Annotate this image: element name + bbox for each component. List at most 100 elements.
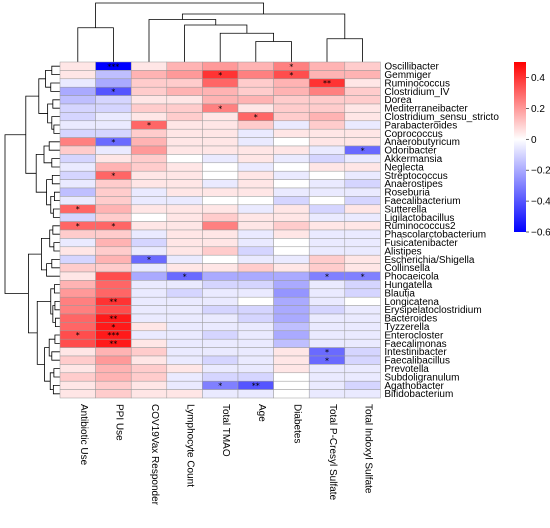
row-label: Longicatena: [384, 297, 439, 308]
row-label: Anaerostipes: [384, 179, 442, 190]
heatmap-cell: [130, 280, 168, 290]
heatmap-cell: [344, 86, 381, 96]
heatmap-cell: [59, 103, 96, 113]
heatmap-cell: [59, 95, 96, 105]
heatmap-cell: [166, 86, 203, 96]
heatmap-cell: [95, 364, 132, 374]
heatmap-cell: [95, 263, 132, 273]
heatmap-cell: [273, 154, 310, 164]
row-label: Faecalibacterium: [384, 196, 460, 207]
row-label: Blautia: [384, 288, 415, 299]
row-label: Collinsella: [384, 263, 430, 274]
column-labels: Antibiotic Use PPI Use COV19Vax Responder L…: [78, 404, 374, 506]
heatmap-cell: [130, 196, 168, 206]
heatmap-cell: [95, 187, 132, 197]
heatmap-cell: [308, 380, 346, 390]
heatmap-cell: [95, 288, 132, 298]
heatmap-cell: [130, 347, 168, 357]
heatmap-cell: [308, 330, 346, 340]
dendrogram-branch: [4, 134, 29, 294]
heatmap-cell: [202, 212, 239, 222]
heatmap-cell: [344, 170, 381, 180]
color-scale-tick-label: 0.2: [531, 104, 545, 115]
significance-marker: *: [147, 121, 151, 130]
heatmap-cell: [308, 389, 346, 399]
heatmap-cell: [59, 372, 96, 382]
color-scale-bar: [514, 62, 526, 232]
heatmap-cell: [166, 254, 203, 264]
dendrogram-branch: [51, 351, 60, 361]
heatmap-cell: [59, 179, 96, 189]
dendrogram-branch: [28, 253, 42, 334]
heatmap-cell: [308, 162, 346, 172]
heatmap-cell: [95, 254, 132, 264]
heatmap-cell: [59, 364, 96, 374]
significance-marker: *: [218, 104, 222, 113]
heatmap-cell: [273, 221, 310, 231]
color-scale-tick-label: −0.4: [531, 197, 550, 208]
heatmap-cell: [166, 238, 203, 248]
row-label: Neglecta: [384, 162, 424, 173]
heatmap-cell: [237, 204, 274, 214]
dendrogram-branch: [54, 301, 60, 311]
heatmap-cell: [130, 330, 168, 340]
heatmap-cell: [166, 212, 203, 222]
heatmap-cell: [202, 128, 239, 138]
row-label: Bifidobacterium: [384, 389, 453, 400]
heatmap-cell: [344, 322, 381, 332]
heatmap-cell: [202, 204, 239, 214]
row-label: Ruminococcus2: [384, 221, 456, 232]
heatmap-cell: [237, 187, 274, 197]
heatmap-cell: [344, 112, 381, 122]
heatmap-cell: [95, 95, 132, 105]
heatmap-cell: [344, 154, 381, 164]
heatmap-cell: [202, 179, 239, 189]
heatmap-cell: [344, 212, 381, 222]
heatmap-cell: [130, 95, 168, 105]
heatmap-cell: [130, 162, 168, 172]
heatmap-cell: [59, 229, 96, 239]
dendrogram-branch: [51, 175, 60, 185]
heatmap-cell: [130, 212, 168, 222]
heatmap-cell: [273, 112, 310, 122]
heatmap-cell: [59, 280, 96, 290]
heatmap-cell: [308, 103, 346, 113]
heatmap-cell: [202, 389, 239, 399]
heatmap-cell: [130, 271, 168, 281]
heatmap-cell: [237, 179, 274, 189]
heatmap-cell: [237, 347, 274, 357]
heatmap-cell: [273, 196, 310, 206]
heatmap-cell: [166, 196, 203, 206]
heatmap-cell: [237, 238, 274, 248]
heatmap-cell: [59, 61, 96, 71]
significance-marker: *: [111, 323, 115, 332]
significance-marker: *: [361, 272, 365, 281]
row-label: Faecalibacillus: [384, 356, 450, 367]
heatmap-cell: [130, 364, 168, 374]
heatmap-cell: [344, 238, 381, 248]
heatmap-cell: [344, 78, 381, 88]
heatmap-cell: [95, 355, 132, 365]
row-label: Sutterella: [384, 204, 427, 215]
heatmap-cell: [166, 330, 203, 340]
heatmap-cell: [308, 70, 346, 80]
heatmap-cell: [344, 187, 381, 197]
heatmap-cell: [166, 296, 203, 306]
heatmap-cell: [344, 330, 381, 340]
heatmap-cell: [202, 271, 239, 281]
dendrogram-branch: [77, 27, 114, 62]
heatmap-cell: [273, 187, 310, 197]
heatmap-cell: [344, 246, 381, 256]
heatmap-cell: [308, 120, 346, 130]
heatmap-cell: [237, 128, 274, 138]
heatmap-cell: [344, 364, 381, 374]
heatmap-cell: [344, 120, 381, 130]
dendrogram-branch: [326, 38, 363, 62]
significance-marker: *: [111, 88, 115, 97]
row-label: Mediterraneibacter: [384, 104, 468, 115]
heatmap-cell: [308, 229, 346, 239]
heatmap-cell: [166, 305, 203, 315]
heatmap-cell: [202, 95, 239, 105]
row-label: Odoribacter: [384, 146, 437, 157]
dendrogram-branch: [55, 317, 60, 327]
